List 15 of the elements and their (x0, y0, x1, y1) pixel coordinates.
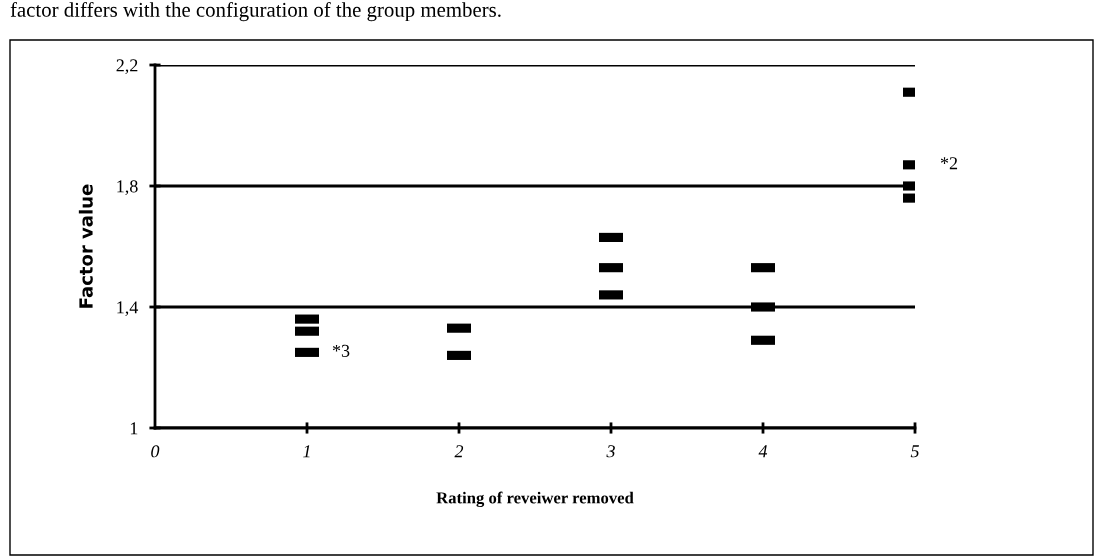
annotation: *2 (940, 157, 958, 170)
y-axis-title: Factor value (78, 184, 93, 308)
x-tick-label: 5 (910, 445, 919, 458)
y-tick-label: 1,4 (117, 301, 139, 317)
y-tick-label: 2,2 (116, 59, 138, 75)
x-tick-label: 1 (303, 445, 310, 458)
x-tick-label: 4 (758, 445, 768, 458)
x-tick-label: 3 (606, 445, 615, 458)
text: factor differs with the configuration of the group members. (10, 2, 501, 22)
x-tick-label: 2 (454, 445, 464, 458)
x-axis-title: Rating of reveiwer removed (436, 491, 634, 508)
y-tick-label: 1 (130, 422, 138, 435)
x-tick-label: 0 (151, 445, 160, 458)
y-tick-label: 1,8 (117, 180, 138, 196)
annotation: *3 (332, 344, 350, 357)
